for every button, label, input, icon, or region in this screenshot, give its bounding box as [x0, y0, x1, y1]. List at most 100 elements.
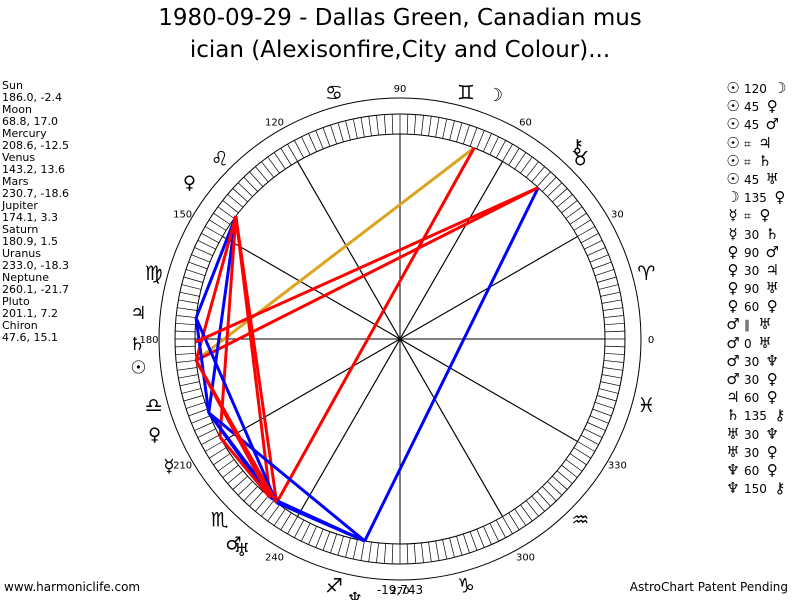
degree-tick — [602, 307, 623, 311]
degree-tick — [489, 523, 499, 542]
degree-tick — [322, 127, 331, 147]
degree-tick — [600, 291, 621, 297]
position-name: Venus — [2, 151, 36, 164]
aspect-planet-1: ☽ — [726, 188, 740, 207]
zodiac-sign-glyph: ♓ — [637, 393, 655, 417]
degree-tick — [531, 495, 545, 512]
position-name: Jupiter — [2, 199, 38, 212]
degree-tick — [428, 541, 432, 562]
degree-tick — [368, 541, 372, 562]
degree-tick — [406, 114, 409, 135]
aspect-planet-2: ♄ — [765, 224, 779, 243]
degree-tick — [194, 422, 213, 431]
degree-tick — [520, 156, 533, 174]
aspect-row: ♆ 150 ⚷ — [722, 479, 791, 497]
degree-tick — [191, 415, 211, 424]
degree-tick — [345, 537, 351, 558]
zodiac-sign-glyph: ♊ — [457, 81, 475, 105]
planet-glyph: ☿ — [164, 456, 175, 477]
degree-tick — [565, 206, 583, 219]
degree-tick — [556, 470, 573, 484]
aspect-row: ♂ 30 ♆ — [722, 352, 791, 370]
zodiac-sign-glyph: ♉ — [571, 147, 589, 171]
aspect-list: ☉ 120 ☽ ☉ 45 ♀ ☉ 45 ♂ ☉ ⌗ ♃ ☉ ⌗ ♄ ☉ 45 ♅ ☽ 135 ♀ ☿ ⌗ ♀ ☿ 30 ♄ ♀ 90 ♂ ♀… — [722, 79, 791, 497]
position-name: Moon — [2, 103, 32, 116]
degree-tick — [495, 140, 506, 159]
degree-tick — [442, 118, 448, 139]
aspect-line — [195, 186, 539, 362]
degree-tick — [603, 315, 624, 318]
degree-tick — [197, 240, 216, 250]
degree-tick — [421, 542, 424, 563]
degree-tick — [421, 115, 424, 136]
degree-tick — [217, 206, 235, 219]
degree-tick — [177, 367, 198, 371]
aspect-line — [194, 317, 279, 504]
position-name: Neptune — [2, 271, 50, 284]
position-name: Chiron — [2, 319, 38, 332]
degree-tick — [280, 148, 292, 166]
degree-tick — [531, 166, 545, 183]
aspect-planet-1: ♀ — [727, 279, 739, 298]
degree-tick — [237, 182, 253, 197]
degree-label: 120 — [265, 118, 284, 129]
degree-tick — [547, 481, 563, 496]
position-value: 68.8, 17.0 — [2, 115, 58, 128]
aspect-planet-2: ♅ — [758, 315, 772, 334]
degree-tick — [603, 360, 624, 363]
degree-tick — [580, 233, 599, 244]
degree-tick — [391, 543, 394, 564]
aspect-planet-2: ♆ — [765, 424, 779, 443]
degree-tick — [243, 486, 258, 502]
aspect-line — [194, 215, 238, 319]
aspect-row: ☉ ⌗ ♃ — [722, 134, 791, 152]
degree-tick — [273, 152, 286, 170]
aspect-planet-2: ♆ — [765, 351, 779, 370]
degree-tick — [483, 133, 492, 152]
aspect-angle: 60 — [744, 300, 760, 315]
chart-title: 1980-09-29 - Dallas Green, Canadian mus … — [0, 2, 800, 66]
planet-glyph: ♀ — [183, 172, 196, 193]
degree-tick — [294, 519, 305, 538]
degree-tick — [330, 533, 337, 554]
position-name: Mars — [2, 175, 29, 188]
degree-tick — [376, 115, 379, 136]
degree-label: 330 — [608, 461, 627, 472]
planet-glyph: ♀ — [148, 425, 161, 446]
aspect-planet-1: ♆ — [726, 460, 740, 479]
degree-tick — [191, 254, 211, 263]
planet-glyph: ♃ — [130, 303, 146, 324]
site-url[interactable]: www.harmoniclife.com — [4, 580, 141, 594]
degree-tick — [525, 500, 539, 517]
aspect-row: ☿ 30 ♄ — [722, 225, 791, 243]
aspect-planet-1: ♄ — [726, 406, 740, 425]
degree-tick — [227, 194, 244, 208]
aspect-planet-2: ♄ — [758, 151, 772, 170]
position-value: 230.7, -18.6 — [2, 187, 69, 200]
aspect-angle: 30 — [744, 227, 760, 242]
patent-note: AstroChart Patent Pending — [629, 580, 788, 594]
planet-glyph: ☉ — [130, 357, 146, 378]
degree-tick — [267, 504, 280, 522]
degree-tick — [428, 116, 432, 137]
degree-tick — [413, 543, 417, 564]
degree-tick — [261, 500, 275, 517]
degree-tick — [596, 395, 617, 402]
aspect-planet-2: ♀ — [766, 97, 778, 116]
aspect-line — [194, 186, 539, 344]
degree-tick — [227, 470, 244, 484]
degree-tick — [449, 120, 455, 141]
degree-tick — [604, 322, 625, 326]
aspect-angle: 45 — [744, 118, 760, 133]
degree-tick — [345, 120, 351, 141]
degree-tick — [565, 459, 583, 472]
aspect-planet-1: ☉ — [726, 151, 740, 170]
degree-tick — [589, 415, 609, 424]
planet-glyph: ⚷ — [571, 136, 584, 157]
degree-tick — [243, 176, 258, 192]
degree-tick — [600, 381, 621, 387]
degree-label: 60 — [519, 118, 532, 129]
degree-tick — [177, 307, 198, 311]
bottom-readout: -19,743 — [377, 583, 423, 597]
aspect-row: ♂ 30 ♀ — [722, 370, 791, 388]
